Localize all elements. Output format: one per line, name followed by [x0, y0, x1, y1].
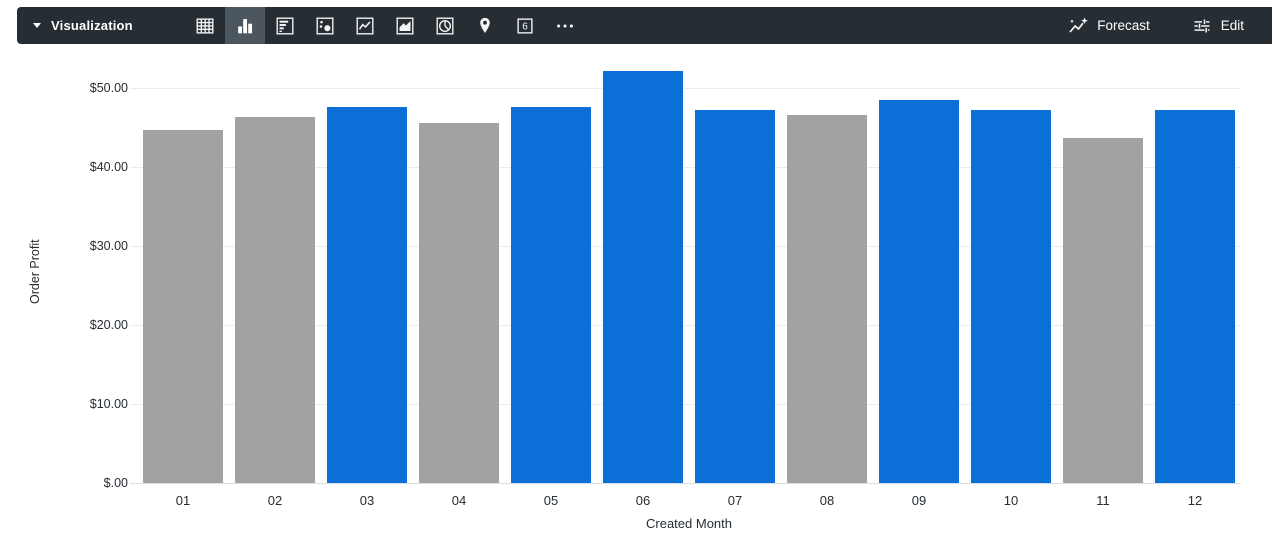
x-axis-title: Created Month	[646, 516, 732, 531]
bar-month-05[interactable]	[511, 107, 591, 483]
visualization-section-toggle[interactable]: Visualization	[17, 18, 185, 33]
x-tick-label: 01	[175, 493, 191, 508]
bar-chart-button[interactable]	[265, 7, 305, 44]
x-tick-label: 05	[543, 493, 559, 508]
gridline	[130, 404, 1241, 405]
bar-month-09[interactable]	[879, 100, 959, 483]
gridline	[130, 88, 1241, 89]
map-chart-button[interactable]	[465, 7, 505, 44]
scatter-chart-icon	[316, 17, 334, 34]
caret-down-icon	[33, 23, 41, 28]
scatter-chart-button[interactable]	[305, 7, 345, 44]
x-tick-label: 11	[1096, 493, 1110, 508]
gridline	[130, 246, 1241, 247]
pie-chart-button[interactable]	[425, 7, 465, 44]
table-chart-icon	[196, 17, 214, 34]
gridline	[130, 167, 1241, 168]
y-tick-label: $10.00	[89, 397, 128, 411]
y-tick-label: $40.00	[89, 160, 128, 174]
more-chart-types-button[interactable]	[545, 7, 585, 44]
line-chart-button[interactable]	[345, 7, 385, 44]
bar-month-10[interactable]	[971, 110, 1051, 483]
single-value-button[interactable]: 6	[505, 7, 545, 44]
x-tick-label: 03	[359, 493, 375, 508]
y-tick-label: $50.00	[89, 81, 128, 95]
x-tick-label: 06	[635, 493, 651, 508]
toolbar-title: Visualization	[51, 18, 133, 33]
y-axis-title: Order Profit	[28, 239, 42, 304]
area-chart-button[interactable]	[385, 7, 425, 44]
bar-month-02[interactable]	[235, 117, 315, 483]
y-tick-label: $30.00	[89, 239, 128, 253]
bar-month-04[interactable]	[419, 123, 499, 483]
bar-chart-icon	[276, 17, 294, 34]
bar-month-11[interactable]	[1063, 138, 1143, 483]
single-value-icon-digit: 6	[522, 21, 528, 32]
visualization-toolbar: Visualization	[17, 7, 1272, 44]
forecast-sparkle-icon	[1069, 17, 1088, 33]
x-tick-label: 10	[1003, 493, 1019, 508]
bar-month-06[interactable]	[603, 71, 683, 483]
x-tick-label: 12	[1187, 493, 1203, 508]
forecast-button[interactable]: Forecast	[1068, 16, 1150, 36]
pie-chart-icon	[436, 17, 454, 34]
column-chart: Order Profit Created Month $.00 $10.00 $20…	[0, 44, 1272, 560]
edit-button[interactable]: Edit	[1192, 16, 1244, 36]
map-pin-icon	[480, 17, 490, 33]
column-chart-icon	[238, 18, 253, 33]
tune-icon	[1194, 19, 1210, 32]
area-chart-icon	[396, 17, 414, 34]
x-tick-label: 02	[267, 493, 283, 508]
bar-month-12[interactable]	[1155, 110, 1235, 483]
bar-month-07[interactable]	[695, 110, 775, 483]
y-tick-label: $.00	[103, 476, 128, 490]
line-chart-icon	[356, 17, 374, 34]
bar-month-01[interactable]	[143, 130, 223, 483]
table-chart-button[interactable]	[185, 7, 225, 44]
forecast-label: Forecast	[1097, 18, 1150, 33]
x-tick-label: 09	[911, 493, 927, 508]
y-tick-label: $20.00	[89, 318, 128, 332]
single-value-icon: 6	[517, 17, 533, 34]
x-tick-label: 07	[727, 493, 743, 508]
chart-type-switcher: 6	[185, 7, 585, 44]
x-axis-line	[130, 483, 1241, 484]
x-tick-label: 08	[819, 493, 835, 508]
gridline	[130, 325, 1241, 326]
more-options-icon	[557, 23, 573, 28]
column-chart-button[interactable]	[225, 7, 265, 44]
x-tick-label: 04	[451, 493, 467, 508]
bar-month-08[interactable]	[787, 115, 867, 483]
bar-month-03[interactable]	[327, 107, 407, 483]
toolbar-actions: Forecast Edit	[1068, 16, 1272, 36]
edit-label: Edit	[1220, 18, 1244, 33]
